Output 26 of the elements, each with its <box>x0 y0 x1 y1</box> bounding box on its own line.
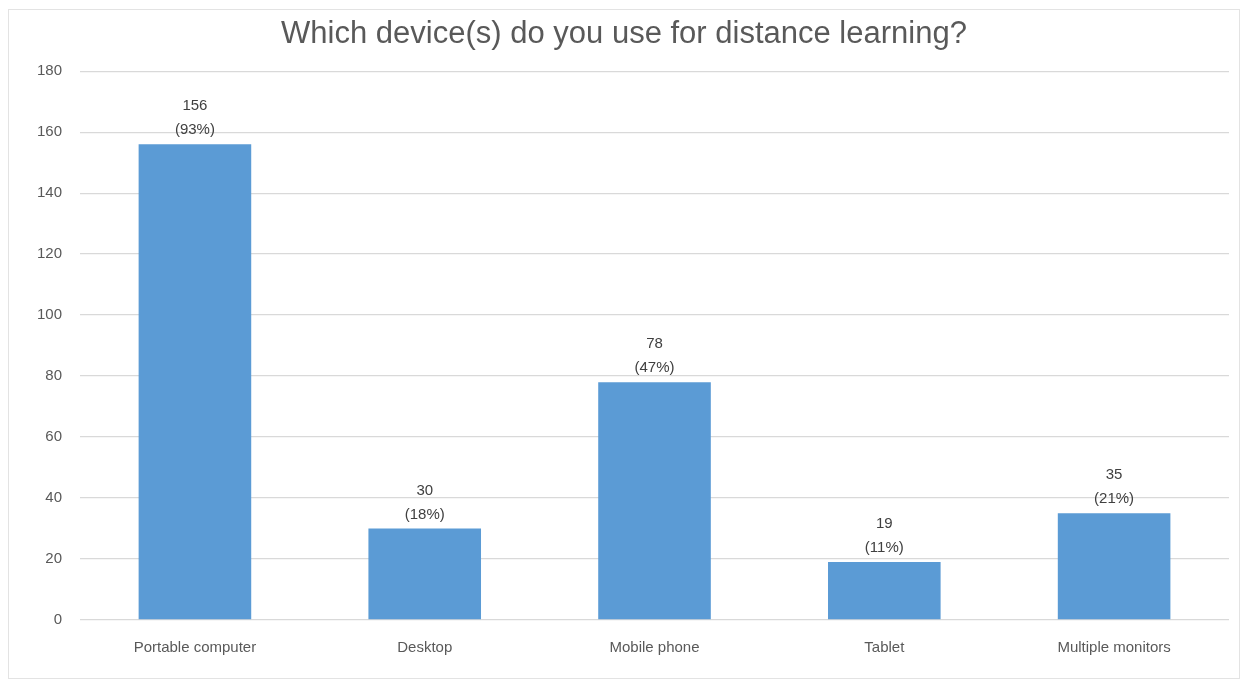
x-tick-label: Mobile phone <box>609 638 700 656</box>
bar <box>138 144 252 620</box>
y-tick-label: 80 <box>45 366 63 384</box>
y-tick-label: 140 <box>37 183 63 201</box>
bar <box>1057 513 1171 620</box>
y-tick-label: 20 <box>45 549 63 567</box>
y-tick-label: 0 <box>53 610 63 628</box>
x-tick-label: Portable computer <box>133 638 257 656</box>
x-tick-label: Multiple monitors <box>1057 638 1171 656</box>
x-tick-label: Tablet <box>864 638 906 656</box>
data-label: 156 (93%) <box>174 96 215 138</box>
data-label: 19 (11%) <box>864 514 904 556</box>
bar <box>368 528 482 620</box>
bar <box>828 562 941 620</box>
y-tick-label: 180 <box>37 61 63 79</box>
x-tick-label: Desktop <box>397 638 453 656</box>
y-tick-label: 120 <box>37 244 63 262</box>
y-tick-label: 40 <box>45 488 63 506</box>
y-tick-label: 100 <box>37 305 63 323</box>
data-label: 78 (47%) <box>634 334 675 376</box>
data-label: 30 (18%) <box>404 480 445 522</box>
bar <box>598 382 711 620</box>
y-tick-label: 160 <box>37 122 63 140</box>
y-tick-label: 60 <box>45 427 63 445</box>
data-label: 35 (21%) <box>1094 465 1135 507</box>
chart-title: Which device(s) do you use for distance learning? <box>281 15 967 51</box>
